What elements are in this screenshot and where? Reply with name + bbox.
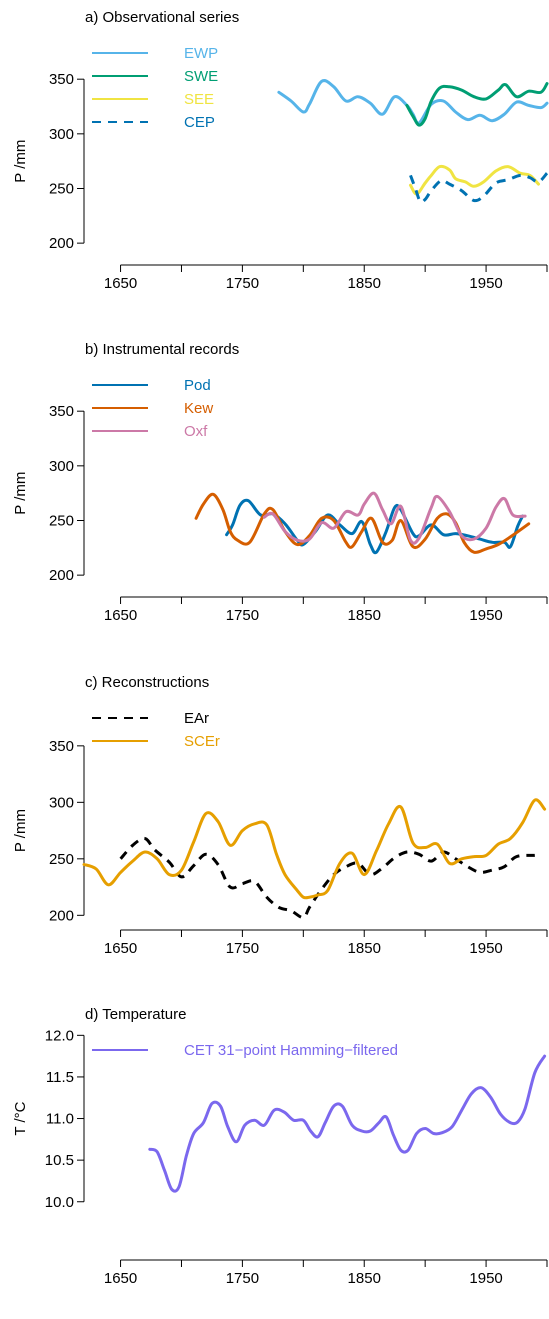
x-tick-label: 1950: [469, 1270, 502, 1287]
legend-label-ear: EAr: [184, 710, 209, 727]
x-tick-label: 1850: [348, 607, 381, 624]
x-tick-label: 1750: [226, 275, 259, 292]
x-tick-label: 1750: [226, 1270, 259, 1287]
legend-label-cet-31-point-hamming-filtered: CET 31−point Hamming−filtered: [184, 1042, 398, 1059]
y-tick-label: 12.0: [45, 1027, 74, 1044]
y-tick-label: 300: [49, 794, 74, 811]
y-tick-label: 250: [49, 851, 74, 868]
chart-panel-4: d) Temperature 1650 1750 1850 1950 10.0 10.5 11…: [12, 1006, 548, 1287]
y-tick-label: 350: [49, 71, 74, 88]
x-tick-label: 1750: [226, 940, 259, 957]
x-tick-label: 1950: [469, 940, 502, 957]
legend-label-scer: SCEr: [184, 733, 220, 750]
legend-label-ewp: EWP: [184, 45, 218, 62]
legend-label-swe: SWE: [184, 68, 218, 85]
y-tick-label: 250: [49, 180, 74, 197]
series-line-scer: [82, 798, 547, 900]
series-line-oxf: [262, 491, 527, 545]
y-axis-label: P /mm: [12, 809, 29, 852]
x-tick-label: 1650: [104, 1270, 137, 1287]
y-tick-label: 250: [49, 512, 74, 529]
x-tick-label: 1850: [348, 1270, 381, 1287]
y-tick-label: 350: [49, 738, 74, 755]
y-axis-label: P /mm: [12, 140, 29, 183]
chart-title: c) Reconstructions: [85, 674, 209, 691]
chart-title: d) Temperature: [85, 1006, 186, 1023]
legend-label-see: SEE: [184, 91, 214, 108]
y-tick-label: 350: [49, 403, 74, 420]
chart-title: b) Instrumental records: [85, 341, 239, 358]
series-line-see: [409, 164, 540, 196]
x-tick-label: 1850: [348, 275, 381, 292]
x-tick-label: 1650: [104, 275, 137, 292]
y-tick-label: 200: [49, 235, 74, 252]
chart-panel-2: b) Instrumental records 1650 1750 1850 1950 2…: [12, 341, 548, 624]
chart-panel-1: a) Observational series 1650 1750 1850 1950 2…: [12, 9, 549, 292]
legend-label-oxf: Oxf: [184, 423, 208, 440]
y-tick-label: 300: [49, 458, 74, 475]
y-tick-label: 11.0: [46, 1111, 74, 1128]
chart-title: a) Observational series: [85, 9, 239, 26]
y-tick-label: 200: [49, 567, 74, 584]
y-tick-label: 11.5: [46, 1069, 74, 1086]
series-line-cet-31-point-hamming-filtered: [148, 1054, 547, 1193]
y-tick-label: 300: [49, 126, 74, 143]
series-line-kew: [194, 492, 531, 554]
x-tick-label: 1950: [469, 275, 502, 292]
legend-label-cep: CEP: [184, 114, 215, 131]
y-tick-label: 10.5: [45, 1152, 74, 1169]
y-axis-label: P /mm: [12, 472, 29, 515]
series-line-ear: [119, 836, 535, 920]
legend-label-kew: Kew: [184, 400, 213, 417]
x-tick-label: 1650: [104, 940, 137, 957]
x-tick-label: 1850: [348, 940, 381, 957]
y-tick-label: 10.0: [45, 1194, 74, 1211]
x-tick-label: 1750: [226, 607, 259, 624]
y-tick-label: 200: [49, 907, 74, 924]
legend-label-pod: Pod: [184, 377, 211, 394]
y-axis-label: T /°C: [12, 1101, 29, 1135]
series-line-swe: [405, 82, 549, 127]
x-tick-label: 1950: [469, 607, 502, 624]
x-tick-label: 1650: [104, 607, 137, 624]
chart-panel-3: c) Reconstructions 1650 1750 1850 1950 200 250…: [12, 674, 548, 957]
